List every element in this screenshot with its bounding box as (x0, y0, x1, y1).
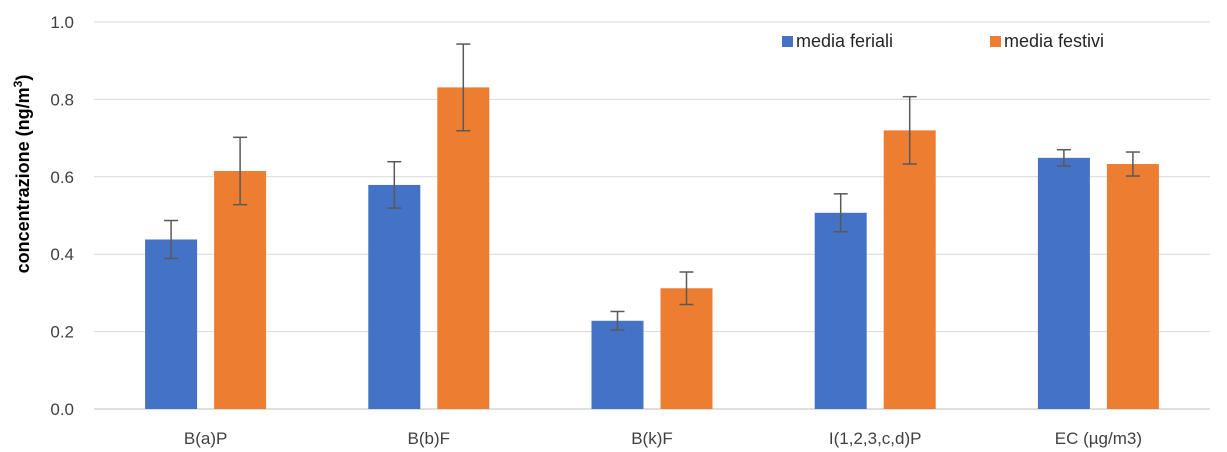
y-tick-label: 0.4 (50, 245, 74, 264)
legend: media feriali media festivi (782, 31, 1104, 51)
legend-label: media festivi (1004, 31, 1104, 51)
y-tick-label: 1.0 (50, 13, 74, 32)
bar-feriali (591, 320, 644, 409)
bar-feriali (1037, 157, 1090, 409)
y-tick-label: 0.2 (50, 323, 74, 342)
bar-festivi (1106, 164, 1159, 409)
x-tick-label: B(a)P (184, 429, 227, 448)
y-tick-label: 0.0 (50, 400, 74, 419)
y-axis-label-superscript: 3 (11, 80, 25, 87)
y-axis-ticks: 0.0 0.2 0.4 0.6 0.8 1.0 (50, 13, 74, 419)
bar-feriali (145, 239, 198, 409)
bar-festivi (660, 288, 713, 409)
y-axis-label: concentrazione (ng/m3) (11, 75, 33, 274)
x-tick-label: B(b)F (408, 429, 451, 448)
gridlines (94, 21, 1210, 410)
legend-swatch (782, 36, 793, 47)
bars (145, 87, 1159, 410)
y-tick-label: 0.6 (50, 168, 74, 187)
legend-swatch (990, 36, 1001, 47)
bar-feriali (814, 212, 867, 409)
bar-festivi (214, 170, 267, 409)
x-axis-ticks: B(a)P B(b)F B(k)F I(1,2,3,c,d)P EC (µg/m3) (184, 429, 1142, 448)
legend-label: media feriali (796, 31, 893, 51)
x-tick-label: I(1,2,3,c,d)P (829, 429, 922, 448)
y-tick-label: 0.8 (50, 90, 74, 109)
bar-festivi (437, 87, 490, 409)
bar-festivi (883, 130, 936, 410)
error-bars (164, 43, 1140, 331)
x-tick-label: EC (µg/m3) (1055, 429, 1142, 448)
bar-feriali (368, 184, 421, 409)
x-tick-label: B(k)F (631, 429, 673, 448)
